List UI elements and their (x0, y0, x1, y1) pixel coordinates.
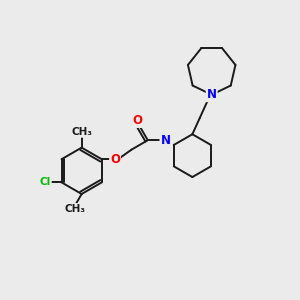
Text: N: N (207, 88, 217, 101)
Text: CH₃: CH₃ (71, 127, 92, 137)
Text: CH₃: CH₃ (64, 204, 86, 214)
Text: O: O (110, 153, 120, 166)
Text: O: O (132, 114, 142, 127)
Text: N: N (160, 134, 171, 147)
Text: N: N (160, 134, 171, 147)
Text: Cl: Cl (40, 177, 51, 188)
